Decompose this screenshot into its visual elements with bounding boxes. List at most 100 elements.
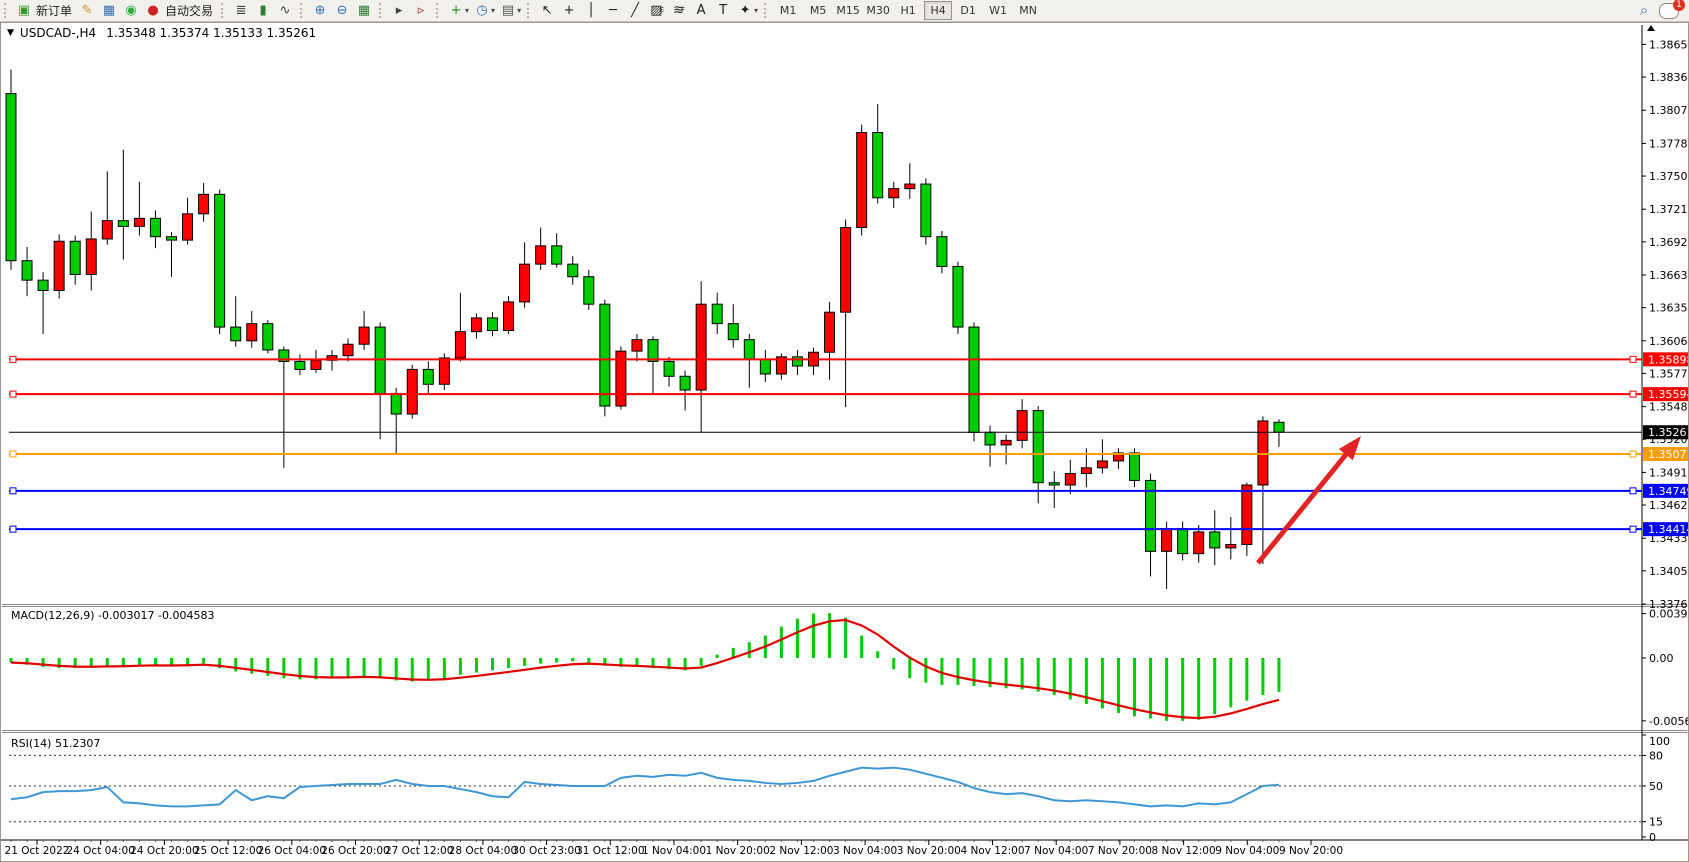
candle-body [166,236,177,241]
equidistant-channel-icon[interactable]: ▨ E [650,3,664,18]
crayon-icon[interactable]: ✎ [81,3,93,18]
crosshair-icon[interactable]: + [563,3,575,18]
current-price-badge-label: 1.35261 [1648,426,1688,439]
time-label: 27 Oct 12:00 [385,845,453,857]
candle-body [1048,482,1060,486]
line-handle[interactable] [1629,355,1637,363]
arrows-tool-icon[interactable]: ✦ [739,3,751,18]
template-icon[interactable]: ▤ [501,3,515,18]
chart-shift-icon[interactable]: ▹ [417,3,425,18]
line-handle[interactable] [9,355,17,363]
time-label: 3 Nov 04:00 [833,845,897,857]
candle-body [824,311,836,353]
zoom-in-icon[interactable]: ⊕ [314,3,326,18]
rsi-line [10,766,1280,808]
period-icon[interactable]: ◷ [476,3,488,18]
bar-chart-icon[interactable]: ≣ [235,3,247,18]
time-label: 26 Oct 20:00 [321,845,389,857]
timeframe-w1-button[interactable]: W1 [989,4,1008,17]
trend-arrow[interactable] [1256,448,1352,565]
timeframe-mn-button[interactable]: MN [1019,4,1037,17]
candle-body [21,260,33,281]
time-label: 24 Oct 20:00 [130,845,198,857]
text-icon[interactable]: A [696,3,706,18]
candle-body [872,132,884,199]
fibonacci-icon[interactable]: ≋ F [673,3,686,18]
candle-body [470,317,482,333]
tile-windows-icon[interactable]: ▦ [357,3,371,18]
candle-body [791,356,803,367]
timeframe-h4-button[interactable]: H4 [924,1,953,20]
timeframe-m1-button[interactable]: M1 [779,4,797,17]
price-tick-label: 1.34910 [1649,466,1688,479]
toolbar-grip [300,3,307,18]
indicators-icon[interactable]: + [450,3,462,18]
candle-body [519,263,531,303]
vertical-line-icon[interactable]: │ [587,3,595,18]
candle-body [711,303,723,325]
trendline-icon[interactable]: ╱ [631,3,639,18]
candle-body [1064,473,1076,486]
rsi-axis-label: 15 [1649,816,1663,829]
candle-body [487,317,498,332]
candle-body [984,431,996,446]
candle-body [647,339,659,362]
chart-title-bar[interactable]: ▼ USDCAD-,H4 1.35348 1.35374 1.35133 1.3… [5,25,317,41]
chart-canvas[interactable]: 1.38650 1.38365 1.38075 1.37785 1.37500 1.372… [1,23,1688,861]
candle-body [198,193,210,215]
horizontal-line-icon[interactable]: ─ [609,3,617,18]
candle-body [567,263,579,278]
candle-body [743,339,755,360]
new-order-icon[interactable]: ▣ [17,3,31,18]
news-sound-icon[interactable]: ◉ [125,3,137,18]
zoom-out-icon[interactable]: ⊖ [336,3,348,18]
new-order-icon-label[interactable]: 新订单 [36,4,73,18]
notification-badge: 1 [1673,0,1685,11]
text-label-icon[interactable]: T [719,3,728,18]
line-handle[interactable] [9,390,17,398]
autotrading-icon[interactable]: ● [147,3,159,18]
chart-symbol-period: USDCAD-,H4 [19,26,97,40]
candle-body [101,220,113,240]
macd-axis-label: 0.00 [1649,652,1674,665]
timeframe-m15-button[interactable]: M15 [836,4,860,17]
line-handle[interactable] [9,487,17,495]
toolbar-grip [379,3,386,18]
candle-body [1080,467,1092,475]
autotrading-icon-label[interactable]: 自动交易 [165,4,214,18]
line-handle[interactable] [1629,450,1637,458]
time-label: 7 Nov 20:00 [1088,845,1152,857]
line-chart-icon[interactable]: ∿ [279,3,291,18]
time-label: 1 Nov 04:00 [642,845,706,857]
arrows-tool-icon-dropdown-icon[interactable]: ▾ [754,6,759,15]
candle-body [358,326,370,345]
market-depth-icon[interactable]: ▦ [102,3,116,18]
cursor-icon[interactable]: ↖ [541,3,553,18]
period-icon-dropdown-icon[interactable]: ▾ [491,6,496,15]
candle-body [968,326,980,433]
macd-signal-line [10,618,1280,720]
candlestick-chart-icon[interactable]: ▮ [259,3,267,18]
line-handle[interactable] [9,450,17,458]
candle-body [390,392,402,415]
line-handle[interactable] [9,525,17,533]
timeframe-h1-button[interactable]: H1 [900,4,916,17]
toolbar-grip [436,3,443,18]
trend-arrow-head[interactable] [1338,436,1361,461]
line-handle[interactable] [1629,390,1637,398]
time-label: 4 Nov 12:00 [960,845,1024,857]
line-handle[interactable] [1629,525,1637,533]
indicators-icon-dropdown-icon[interactable]: ▾ [465,6,470,15]
price-tick-label: 1.37785 [1649,137,1688,150]
autoscroll-icon[interactable]: ▸ [395,3,403,18]
chat-icon[interactable]: 1 [1659,0,1685,19]
template-icon-dropdown-icon[interactable]: ▾ [517,6,522,15]
chart-menu-triangle-icon[interactable]: ▼ [7,28,14,38]
candle-body [310,359,322,370]
timeframe-m30-button[interactable]: M30 [866,4,890,17]
time-label: 28 Oct 04:00 [449,845,517,857]
search-icon[interactable]: ⌕ [1639,1,1649,19]
line-handle[interactable] [1629,487,1637,495]
timeframe-m5-button[interactable]: M5 [809,4,827,17]
timeframe-d1-button[interactable]: D1 [960,4,976,17]
